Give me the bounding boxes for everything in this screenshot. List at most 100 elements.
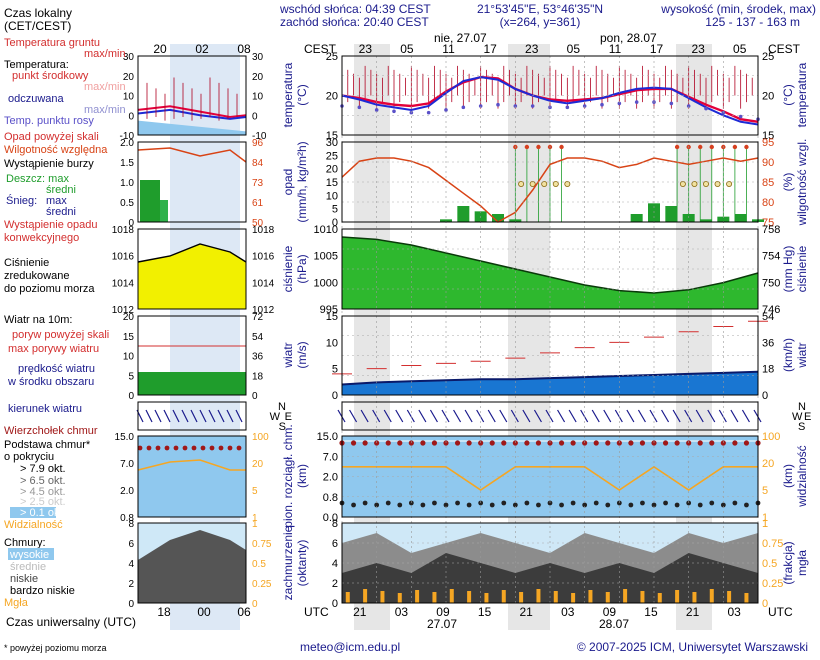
cloud-base-dot — [443, 502, 449, 508]
axis-tick-right: 36 — [762, 337, 774, 349]
axis-tick-left: 20 — [326, 164, 338, 176]
axis-tick-right: 0 — [762, 390, 768, 402]
axis-tick-left: 0 — [332, 217, 338, 229]
wind-arrow — [453, 409, 462, 423]
dewpoint-point — [600, 102, 604, 107]
fog-bar — [692, 592, 697, 603]
cloud-top-dot — [697, 440, 703, 446]
mini-feels-line — [137, 108, 247, 120]
legend-item: Temperatura gruntu — [4, 37, 100, 49]
label: S — [279, 421, 286, 433]
wind-arrow — [533, 409, 542, 423]
dewpoint-point — [738, 114, 743, 119]
dewpoint-point — [617, 101, 622, 106]
conv-dot — [732, 144, 738, 150]
wind-arrow — [637, 409, 646, 423]
legend-item: Chmury: — [4, 537, 46, 549]
fog-bar — [623, 589, 628, 603]
mini-frame — [137, 401, 247, 431]
top-hour-label: 23 — [691, 42, 705, 56]
legend-item: niskie — [10, 573, 38, 585]
legend-item: średnie — [10, 561, 46, 573]
side-label: zachmurzenie — [281, 525, 295, 600]
axis-tick-left: 0.0 — [323, 512, 338, 524]
side-label: (mm Hg) — [781, 246, 795, 293]
axis-tick-left: 30 — [326, 137, 338, 149]
cloud-top-dot — [431, 440, 438, 446]
mini-tick-left: 1.0 — [120, 178, 134, 189]
fog-bar — [588, 590, 593, 603]
fog-bar — [380, 591, 385, 603]
panel-frame — [341, 435, 759, 518]
wind-arrow — [406, 409, 415, 423]
mini-vis — [137, 459, 246, 471]
axis-tick-left: 5 — [332, 364, 338, 376]
legend-item: zredukowane — [4, 270, 69, 282]
axis-tick-left: 0 — [332, 390, 338, 402]
dewpoint-point — [392, 109, 396, 114]
side-label: (frakcja) — [781, 541, 795, 584]
mini-tick-left: 15 — [123, 332, 135, 343]
cloud-top-dot — [362, 440, 368, 446]
conv-dot — [698, 144, 703, 150]
fog-bar — [345, 592, 350, 603]
mini-tick-right: 1016 — [252, 252, 275, 263]
wind-arrow — [499, 409, 508, 423]
mini-tick-left: 0 — [128, 391, 134, 402]
cloud-base-dot — [351, 502, 356, 508]
mini-tick-right: 84 — [252, 158, 264, 169]
axis-tick-right: 18 — [762, 364, 774, 376]
footnote: * powyżej poziomu morza — [4, 643, 107, 653]
top-hour-label: 05 — [567, 42, 581, 56]
email-link[interactable]: meteo@icm.edu.pl — [300, 640, 400, 654]
axis-tick-right: 25 — [762, 51, 774, 63]
axis-tick-left: 15.0 — [317, 431, 338, 443]
top-hour-label: 11 — [609, 42, 622, 56]
mini-cloud-top — [200, 445, 206, 451]
cloud-base-dot — [628, 502, 634, 508]
axis-tick-left: 10 — [326, 190, 338, 202]
mini-wind-arrow — [154, 409, 162, 423]
fog-bar — [640, 591, 645, 603]
mini-tick-left: 1018 — [112, 225, 135, 236]
fog-bar — [397, 593, 402, 603]
side-label: (mm/h, kg/m²h) — [295, 141, 309, 222]
axis-tick-right: 75 — [762, 217, 774, 229]
mini-cloud-top — [218, 445, 224, 451]
mini-tick-right: 20 — [252, 72, 264, 83]
axis-tick-right: 90 — [762, 157, 774, 169]
mini-tick-left: 2.0 — [120, 486, 134, 497]
mini-cloud-top — [164, 445, 170, 451]
mini-humidity — [137, 147, 247, 163]
side-label: wilgotność wzgl. — [795, 139, 809, 227]
dewpoint-point — [704, 106, 708, 111]
cloud-top-dot — [350, 440, 357, 446]
cloud-top-dot — [709, 440, 715, 446]
wind-arrow — [441, 409, 450, 423]
cloud-top-dot — [605, 440, 611, 446]
wind-arrow — [545, 409, 554, 423]
legend-item: punkt środkowy — [12, 70, 89, 82]
cloud-base-dot — [501, 500, 507, 506]
storm-marker — [541, 180, 548, 187]
axis-tick-right: 54 — [762, 311, 774, 323]
legend-item: Mgła — [4, 597, 29, 609]
axis-tick-right: 758 — [762, 224, 780, 236]
mini-wind-arrow — [163, 409, 171, 423]
day1-label: nie, 27.07 — [434, 31, 487, 45]
axis-tick-left: 1000 — [314, 277, 338, 289]
label: S — [798, 421, 805, 433]
storm-marker — [714, 180, 721, 187]
rain-bar — [734, 214, 747, 222]
axis-tick-right: 85 — [762, 177, 774, 189]
mini-tick-right: 1012 — [252, 305, 275, 316]
cloud-top-dot — [397, 440, 403, 446]
mini-wind-arrow — [217, 409, 225, 423]
mini-tick-left: 2.0 — [120, 138, 134, 149]
axis-tick-left: 10 — [326, 337, 338, 349]
mini-cloud-top — [227, 445, 233, 451]
cloud-top-dot — [454, 440, 461, 446]
top-hour-mini: 02 — [195, 42, 209, 56]
wind-arrow — [476, 409, 485, 423]
